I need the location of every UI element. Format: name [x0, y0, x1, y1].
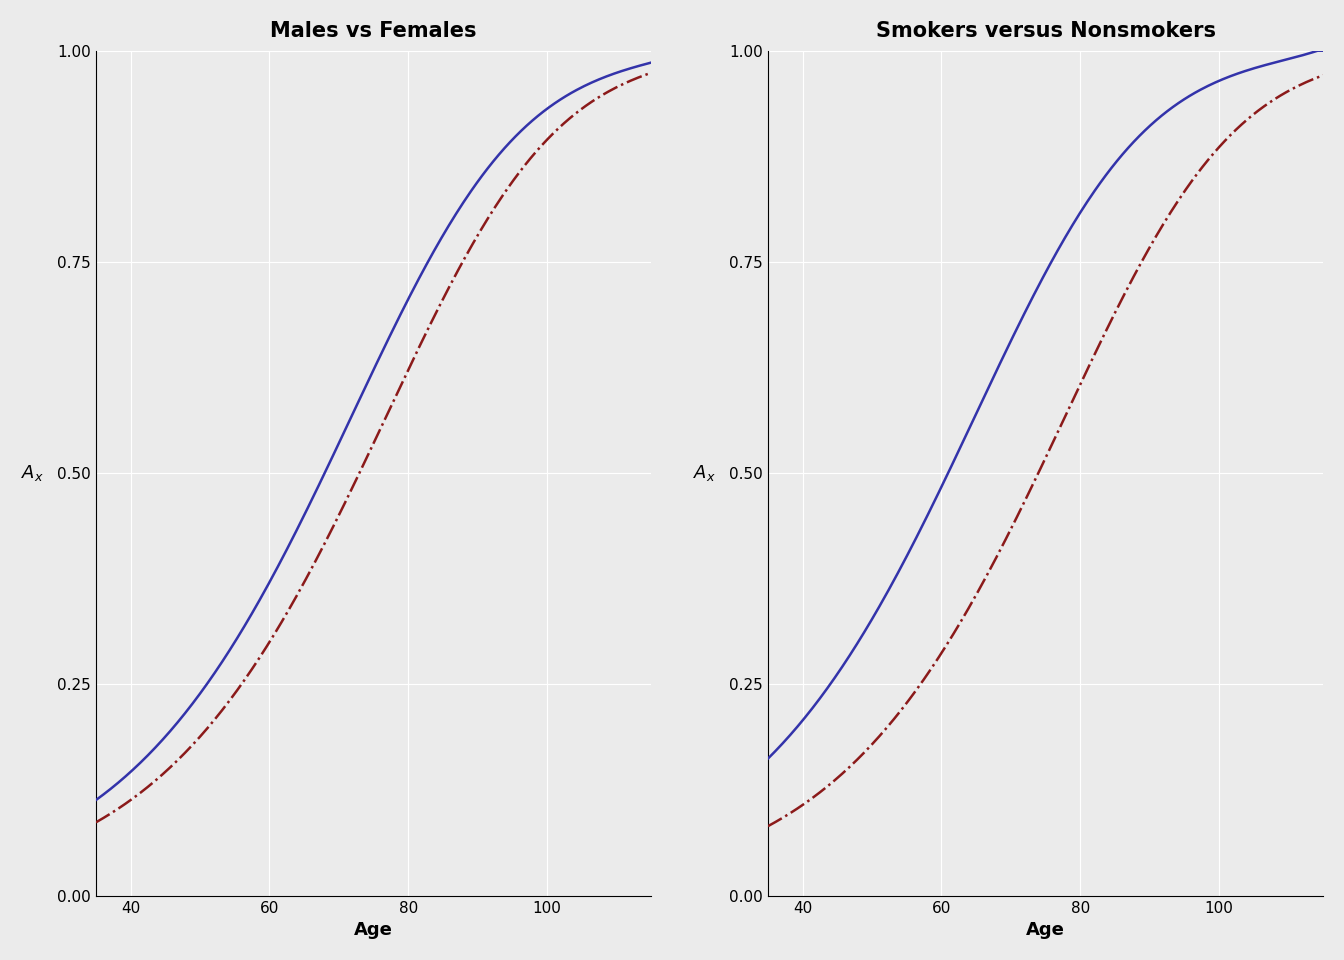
X-axis label: Age: Age: [1025, 922, 1064, 939]
Title: Smokers versus Nonsmokers: Smokers versus Nonsmokers: [875, 21, 1215, 41]
Y-axis label: $A_x$: $A_x$: [22, 464, 43, 483]
X-axis label: Age: Age: [353, 922, 392, 939]
Y-axis label: $A_x$: $A_x$: [694, 464, 715, 483]
Title: Males vs Females: Males vs Females: [270, 21, 477, 41]
